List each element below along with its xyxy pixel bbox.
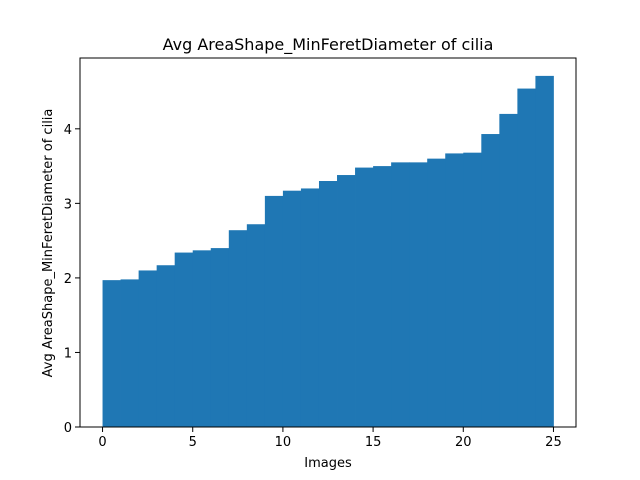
bar-14 xyxy=(355,167,374,427)
bar-4 xyxy=(174,252,194,427)
bar-19 xyxy=(445,153,464,427)
bar-23 xyxy=(517,88,536,428)
bar-9 xyxy=(264,195,284,427)
bar-21 xyxy=(481,134,500,427)
y-tick-label: 3 xyxy=(64,197,72,212)
x-tick-label: 20 xyxy=(455,435,472,450)
bar-1 xyxy=(120,279,140,427)
y-axis-label: Avg AreaShape_MinFeretDiameter of cilia xyxy=(41,109,56,378)
x-axis: 0 5 10 15 20 25 xyxy=(98,427,562,450)
y-tick-label: 0 xyxy=(64,421,72,436)
x-tick-label: 10 xyxy=(275,435,292,450)
x-tick-label: 15 xyxy=(365,435,382,450)
bar-15 xyxy=(373,166,392,427)
bar-12 xyxy=(318,181,338,427)
bar-18 xyxy=(427,158,446,428)
x-tick-label: 0 xyxy=(98,435,106,450)
x-tick-label: 5 xyxy=(189,435,197,450)
chart-title: Avg AreaShape_MinFeretDiameter of cilia xyxy=(163,35,494,55)
bars-group xyxy=(102,75,554,428)
bar-17 xyxy=(409,162,428,427)
y-tick-label: 2 xyxy=(64,272,72,287)
plot-frame xyxy=(79,57,577,428)
bar-0 xyxy=(102,280,121,427)
bar-24 xyxy=(535,75,554,428)
bar-20 xyxy=(463,152,482,427)
bar-7 xyxy=(228,230,248,427)
bar-5 xyxy=(192,250,212,427)
x-tick-label: 25 xyxy=(545,435,562,450)
bar-8 xyxy=(246,224,266,427)
bar-13 xyxy=(337,175,356,427)
bar-11 xyxy=(300,188,320,427)
bar-16 xyxy=(391,162,410,427)
bar-10 xyxy=(282,190,302,427)
x-axis-label: Images xyxy=(304,456,352,471)
y-axis: 0 1 2 3 4 xyxy=(64,123,80,436)
y-tick-label: 4 xyxy=(64,123,72,138)
bar-3 xyxy=(156,265,176,427)
bar-6 xyxy=(210,248,230,427)
bar-22 xyxy=(499,113,518,427)
bar-2 xyxy=(138,270,158,427)
y-tick-label: 1 xyxy=(64,346,72,361)
